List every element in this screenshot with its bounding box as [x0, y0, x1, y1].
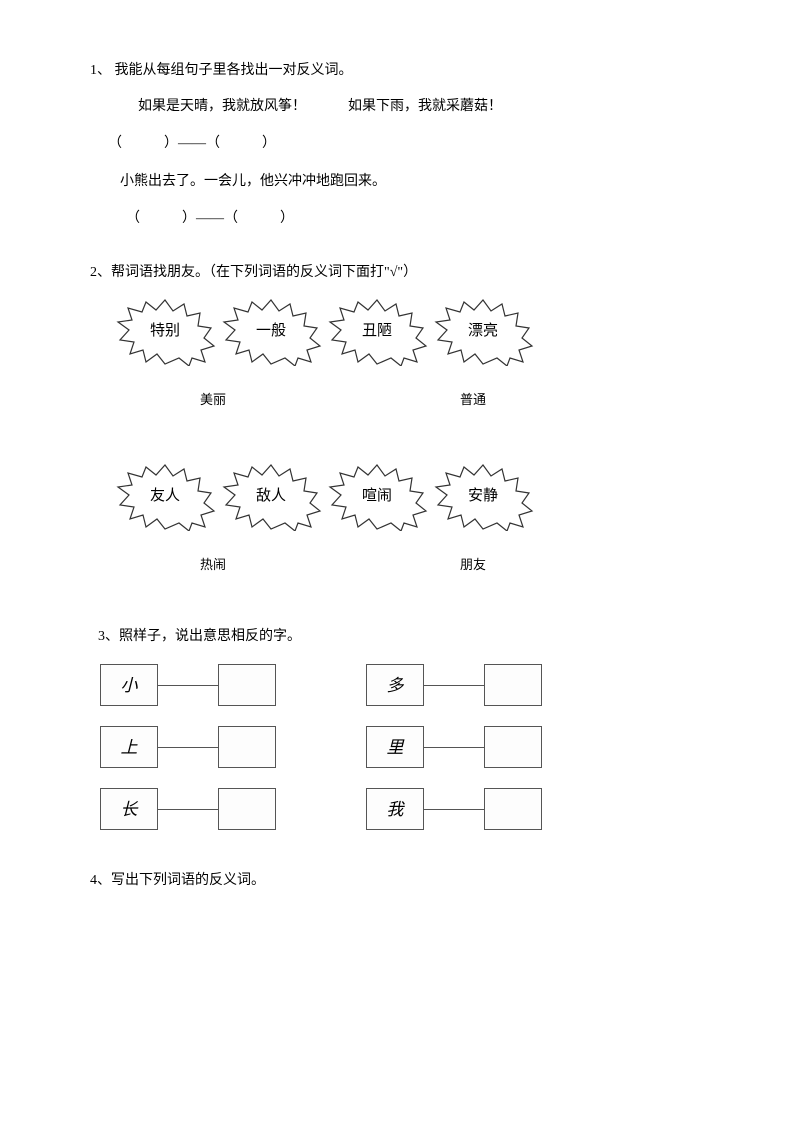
char-box-filled: 多: [366, 664, 424, 706]
answer-label: 美丽: [200, 390, 460, 411]
starburst-3: 丑陋: [322, 296, 432, 366]
box-grid: 小 上 长 多 里: [100, 664, 710, 830]
starburst-2: 一般: [216, 296, 326, 366]
word-label: 丑陋: [362, 319, 392, 343]
box-pair: 小: [100, 664, 276, 706]
answer-row-1: 美丽 普通: [200, 390, 710, 411]
starburst-5: 友人: [110, 461, 220, 531]
question-2: 2、帮词语找朋友。（在下列词语的反义词下面打"√"） 特别 一般 丑陋 漂亮 美…: [90, 262, 710, 576]
connector-line: [158, 809, 218, 810]
q1-title: 1、 我能从每组句子里各找出一对反义词。: [90, 60, 710, 82]
question-3: 3、照样子，说出意思相反的字。 小 上 长 多: [90, 626, 710, 830]
char-box-empty: [484, 788, 542, 830]
connector-line: [424, 747, 484, 748]
box-column-right: 多 里 我: [366, 664, 542, 830]
char-box-filled: 长: [100, 788, 158, 830]
connector-line: [158, 685, 218, 686]
q1-sentence-1: 如果是天晴，我就放风筝！ 如果下雨，我就采蘑菇！: [138, 96, 710, 118]
answer-label: 朋友: [460, 555, 486, 576]
q1-blank-1: （ ）——（ ）: [108, 133, 710, 155]
starburst-7: 喧闹: [322, 461, 432, 531]
char-box-empty: [218, 664, 276, 706]
char-box-filled: 小: [100, 664, 158, 706]
char-box-filled: 里: [366, 726, 424, 768]
word-label: 喧闹: [362, 484, 392, 508]
word-label: 安静: [468, 484, 498, 508]
connector-line: [158, 747, 218, 748]
starburst-row-1: 特别 一般 丑陋 漂亮: [110, 296, 710, 366]
char-box-filled: 上: [100, 726, 158, 768]
char-box-empty: [218, 788, 276, 830]
starburst-row-2: 友人 敌人 喧闹 安静: [110, 461, 710, 531]
question-1: 1、 我能从每组句子里各找出一对反义词。 如果是天晴，我就放风筝！ 如果下雨，我…: [90, 60, 710, 230]
answer-label: 普通: [460, 390, 486, 411]
q3-title: 3、照样子，说出意思相反的字。: [98, 626, 710, 648]
starburst-1: 特别: [110, 296, 220, 366]
char-box-empty: [484, 664, 542, 706]
word-label: 友人: [150, 484, 180, 508]
word-label: 特别: [150, 319, 180, 343]
starburst-4: 漂亮: [428, 296, 538, 366]
word-label: 一般: [256, 319, 286, 343]
box-pair: 长: [100, 788, 276, 830]
connector-line: [424, 685, 484, 686]
word-label: 敌人: [256, 484, 286, 508]
q1-sentence-2: 小熊出去了。一会儿，他兴冲冲地跑回来。: [120, 171, 710, 193]
box-column-left: 小 上 长: [100, 664, 276, 830]
question-4: 4、写出下列词语的反义词。: [90, 870, 710, 892]
q2-title: 2、帮词语找朋友。（在下列词语的反义词下面打"√"）: [90, 262, 710, 284]
q4-title: 4、写出下列词语的反义词。: [90, 870, 710, 892]
word-label: 漂亮: [468, 319, 498, 343]
starburst-6: 敌人: [216, 461, 326, 531]
answer-label: 热闹: [200, 555, 460, 576]
connector-line: [424, 809, 484, 810]
answer-row-2: 热闹 朋友: [200, 555, 710, 576]
char-box-empty: [484, 726, 542, 768]
q1-blank-2: （ ）——（ ）: [126, 208, 710, 230]
box-pair: 我: [366, 788, 542, 830]
box-pair: 多: [366, 664, 542, 706]
char-box-filled: 我: [366, 788, 424, 830]
box-pair: 里: [366, 726, 542, 768]
starburst-8: 安静: [428, 461, 538, 531]
box-pair: 上: [100, 726, 276, 768]
char-box-empty: [218, 726, 276, 768]
